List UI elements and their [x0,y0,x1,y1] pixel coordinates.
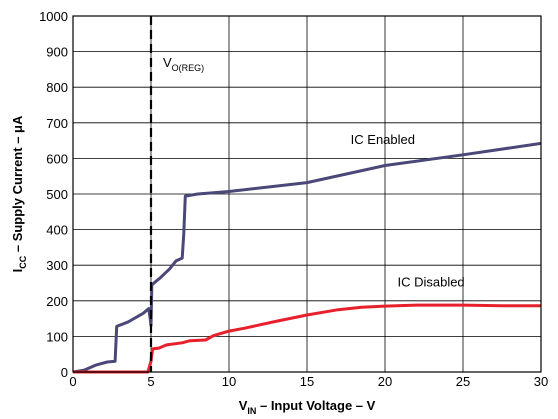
x-tick-label: 30 [534,374,548,389]
x-tick-label: 15 [300,374,314,389]
y-tick-label: 0 [61,365,68,380]
tick-labels: 0 100 200 300 400 500 600 700 800 900 1000 0 5 10 15 20… [39,9,548,389]
y-tick-label: 100 [46,329,68,344]
series-label-ic-disabled: IC Disabled [397,275,464,290]
y-tick-label: 700 [46,116,68,131]
y-tick-label: 800 [46,80,68,95]
plot-frame [72,15,542,373]
y-tick-label: 300 [46,258,68,273]
y-tick-label: 400 [46,223,68,238]
series-line-ic-enabled [72,141,542,374]
x-tick-label: 20 [378,374,392,389]
y-tick-label: 1000 [39,9,68,24]
vo-reg-label: VO(REG) [163,55,204,73]
x-axis-title: VIN – Input Voltage – V [239,398,376,416]
grid [73,16,541,372]
x-tick-label: 0 [69,374,76,389]
series-lines [72,141,542,374]
y-tick-label: 500 [46,187,68,202]
y-tick-label: 200 [46,294,68,309]
series-label-ic-enabled: IC Enabled [351,132,415,147]
y-tick-label: 600 [46,151,68,166]
x-tick-label: 5 [147,374,154,389]
y-tick-label: 900 [46,45,68,60]
x-tick-label: 10 [222,374,236,389]
x-tick-label: 25 [456,374,470,389]
y-axis-title: ICC – Supply Current – μA [10,115,28,272]
series-line-ic-disabled [73,303,541,374]
